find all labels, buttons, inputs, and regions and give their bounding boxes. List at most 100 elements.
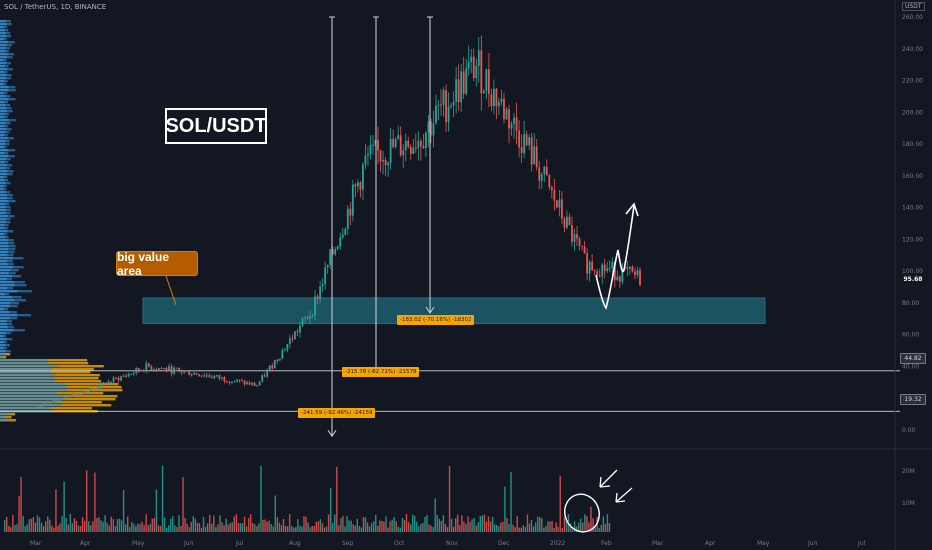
volume-bar [86,470,88,532]
volume-bar [327,514,330,532]
volume-bar [594,525,596,532]
volume-profile-bar-inner [0,188,4,191]
volume-bar [223,525,225,532]
candle-body [616,276,619,281]
volume-bar [391,519,393,532]
volume-bar [59,523,61,532]
candle-body [482,91,485,94]
volume-bar [563,517,566,532]
candle-body [538,167,541,181]
volume-bar [106,523,108,532]
volume-bar [108,525,110,532]
price-axis-unit[interactable]: USDT [902,2,925,11]
candle-body [369,144,372,155]
volume-profile-bar-inner [0,56,7,59]
y-tick-label: 220.00 [902,78,923,85]
volume-profile-bar-inner [0,47,6,50]
volume-profile-bar-inner [0,203,6,206]
volume-bar [256,526,258,532]
candle-body [258,381,261,386]
candle-body [540,174,543,181]
volume-bar [26,524,28,532]
volume-bar [73,518,76,532]
volume-bar [10,527,12,532]
candle-body [626,266,629,269]
volume-bar [506,517,508,532]
candle-body [377,140,379,151]
candle-body [324,267,327,285]
volume-bar [516,516,518,532]
y-tick-label: 40.00 [902,363,919,370]
volume-bar [485,521,488,532]
candle-body [437,104,440,106]
candle-body [79,393,82,395]
candle-body [384,160,387,166]
volume-bar [575,526,578,532]
volume-bar [469,521,471,532]
candle-body [382,160,384,162]
candle-body [591,261,594,271]
volume-profile-bar-inner [0,191,6,194]
candle-body [362,164,364,190]
volume-profile-bar-inner [0,131,6,134]
candle-body [636,270,639,276]
volume-bar [532,526,535,532]
volume-profile-bar-inner [0,68,7,71]
volume-bar [254,524,256,532]
candle-body [566,216,568,228]
volume-bar [477,522,479,532]
candle-body [445,90,447,123]
volume-profile-bar-inner [0,416,7,419]
volume-bar [49,519,51,532]
volume-bar [438,518,440,532]
volume-bar [161,465,164,532]
volume-profile-bar-inner [0,155,9,158]
volume-profile-bar-inner [0,62,7,65]
candle-body [372,144,374,146]
candle-body [137,368,140,371]
candle-body [508,109,510,129]
volume-profile-bar-inner [0,371,50,374]
volume-bar [149,523,151,532]
volume-profile-bar-inner [0,383,66,386]
candle-body [311,315,314,317]
candle-body [530,137,533,165]
candle-body [82,391,85,395]
y-tick-label: 260.00 [902,14,923,21]
candle-body [220,377,223,379]
volume-bar [264,519,266,532]
measure-arrow-head-3 [327,429,337,438]
volume-pointer-2 [615,487,633,503]
candle-body [291,338,294,340]
volume-bar [51,525,53,532]
candle-body [553,189,556,201]
volume-bar [20,476,22,532]
candle-body [273,359,276,369]
candle-body [346,208,349,229]
volume-profile-bar-inner [0,380,56,383]
volume-bar [284,525,287,532]
candle-body [210,376,213,378]
volume-bar [600,524,602,532]
candle-body [84,391,87,393]
chart-title-box: SOL/USDT [165,108,267,144]
volume-bar [221,522,223,532]
volume-profile-bar-inner [0,92,4,95]
candle-body [37,405,39,407]
volume-profile-bar-inner [0,143,6,146]
volume-bar [420,523,422,532]
volume-bar [157,525,160,532]
volume-profile-bar-inner [0,125,5,128]
volume-bar [483,514,486,532]
volume-bar [137,523,139,532]
volume-profile-bar-inner [0,377,55,380]
volume-bar [375,514,377,532]
volume-bar [565,519,568,532]
volume-circle [564,493,600,533]
volume-bar [362,517,365,532]
candle-body [74,393,77,396]
candle-body [435,105,437,124]
candle-body [419,140,422,147]
x-tick-label: May [132,540,145,547]
